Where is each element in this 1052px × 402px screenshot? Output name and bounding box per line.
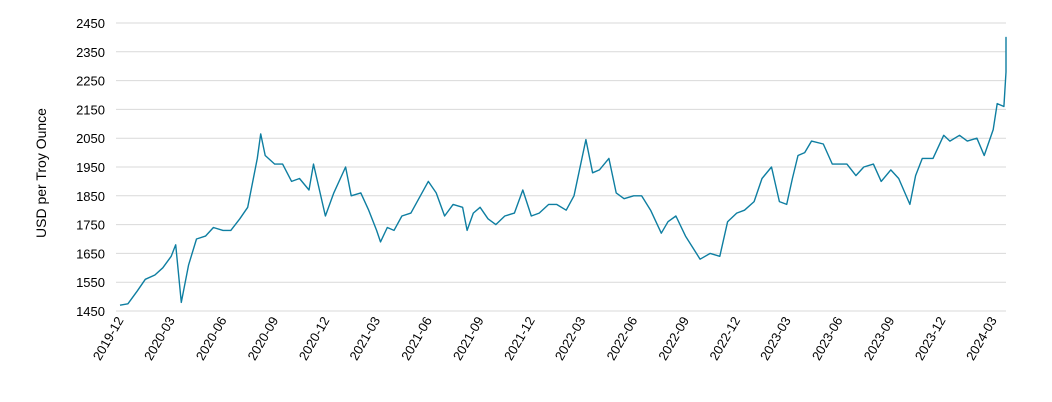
y-tick-label: 1750 xyxy=(76,218,105,233)
y-tick-label: 2150 xyxy=(76,102,105,117)
x-tick-label: 2022-12 xyxy=(706,314,743,363)
x-tick-label: 2023-12 xyxy=(912,314,949,363)
x-tick-label: 2020-06 xyxy=(193,314,230,363)
y-tick-label: 2250 xyxy=(76,74,105,89)
y-axis-label: USD per Troy Ounce xyxy=(33,108,49,238)
x-tick-label: 2023-09 xyxy=(861,314,898,363)
y-tick-label: 2450 xyxy=(76,16,105,31)
x-tick-label: 2021-12 xyxy=(501,314,538,363)
y-tick-label: 1650 xyxy=(76,246,105,261)
x-tick-label: 2022-06 xyxy=(603,314,640,363)
y-tick-label: 1550 xyxy=(76,275,105,290)
y-tick-label: 1950 xyxy=(76,160,105,175)
horizontal-gridlines xyxy=(116,22,1006,312)
x-tick-label: 2020-03 xyxy=(141,314,178,363)
x-tick-label: 2019-12 xyxy=(90,314,127,363)
x-tick-label: 2021-06 xyxy=(398,314,435,363)
x-tick-label: 2023-06 xyxy=(809,314,846,363)
x-tick-label: 2021-09 xyxy=(450,314,487,363)
y-axis-tick-labels: 1450 1550 1650 1750 1850 1950 2050 2150 2250 2350… xyxy=(76,16,105,319)
x-tick-label: 2020-12 xyxy=(296,314,333,363)
x-tick-label: 2024-03 xyxy=(963,314,1000,363)
x-tick-label: 2021-03 xyxy=(346,314,383,363)
x-tick-label: 2022-03 xyxy=(552,314,589,363)
y-tick-label: 2350 xyxy=(76,45,105,60)
y-tick-label: 1850 xyxy=(76,189,105,204)
series-line xyxy=(119,36,1007,306)
x-tick-label: 2020-09 xyxy=(244,314,281,363)
x-tick-label: 2023-03 xyxy=(757,314,794,363)
y-tick-label: 1450 xyxy=(76,304,105,319)
x-axis-tick-labels: 2019-12 2020-03 2020-06 2020-09 2020-12 2021-… xyxy=(90,314,1000,363)
y-tick-label: 2050 xyxy=(76,131,105,146)
x-tick-label: 2022-09 xyxy=(655,314,692,363)
